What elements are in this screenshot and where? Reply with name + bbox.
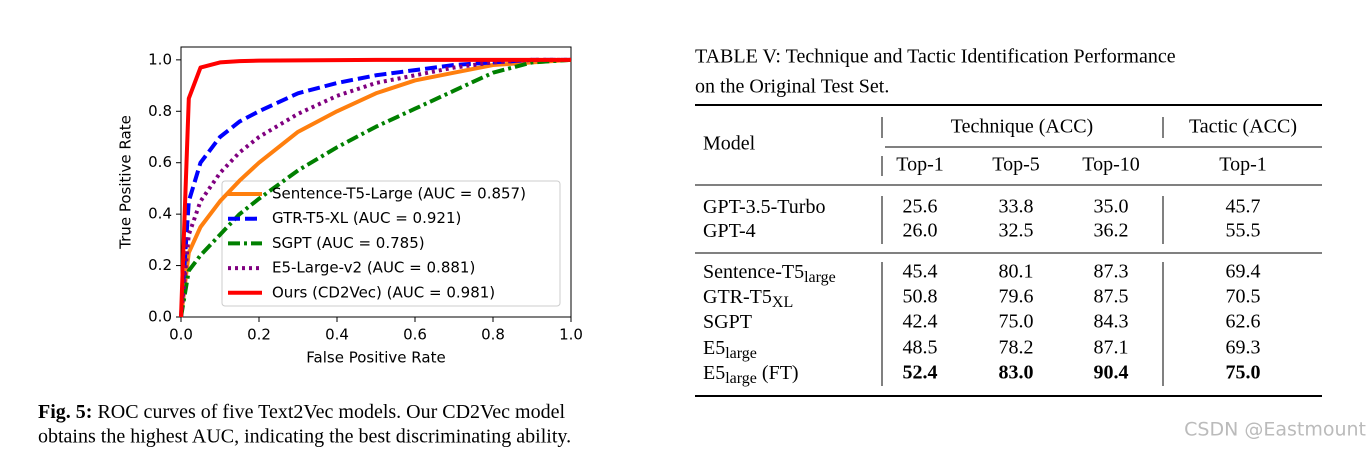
table-column-header: Top-1 bbox=[1219, 154, 1266, 176]
y-tick-label: 0.0 bbox=[148, 308, 172, 326]
table-header: Model bbox=[703, 133, 756, 155]
figure-caption-line: obtains the highest AUC, indicating the … bbox=[38, 426, 571, 448]
x-tick-label: 0.2 bbox=[247, 326, 271, 344]
y-tick-label: 1.0 bbox=[148, 50, 172, 68]
roc-line bbox=[179, 57, 571, 318]
table-cell: 48.5 bbox=[903, 337, 938, 359]
model-base: SGPT bbox=[703, 311, 752, 333]
model-name: E5large (FT) bbox=[703, 362, 799, 387]
legend-label: SGPT (AUC = 0.785) bbox=[272, 234, 425, 252]
table-cell: 90.4 bbox=[1094, 362, 1129, 384]
legend-label: GTR-T5-XL (AUC = 0.921) bbox=[272, 209, 461, 227]
table-cell: 32.5 bbox=[999, 220, 1034, 242]
x-tick-label: 0.8 bbox=[481, 326, 505, 344]
model-subscript: large bbox=[725, 345, 757, 362]
model-base: Sentence-T5 bbox=[703, 261, 804, 283]
roc-line bbox=[179, 57, 572, 318]
model-name: SGPT bbox=[703, 311, 752, 333]
table-cell: 35.0 bbox=[1094, 196, 1129, 218]
model-name: GPT-4 bbox=[703, 220, 756, 242]
table-cell: 45.4 bbox=[903, 261, 938, 283]
x-tick-label: 0.4 bbox=[325, 326, 349, 344]
table-cell: 79.6 bbox=[999, 286, 1034, 308]
table-cell: 80.1 bbox=[999, 261, 1034, 283]
table-cell: 25.6 bbox=[903, 196, 938, 218]
table-column-header: Top-10 bbox=[1082, 154, 1139, 176]
table-column-header: Top-5 bbox=[992, 154, 1039, 176]
roc-line bbox=[179, 57, 572, 318]
model-subscript: large bbox=[804, 269, 836, 286]
table-cell: 42.4 bbox=[903, 311, 938, 333]
caption-text: ROC curves of five Text2Vec models. Our … bbox=[97, 401, 565, 423]
x-axis-label: False Positive Rate bbox=[306, 349, 445, 367]
legend-label: Sentence-T5-Large (AUC = 0.857) bbox=[272, 185, 526, 203]
model-subscript: large bbox=[725, 370, 757, 387]
model-name: Sentence-T5large bbox=[703, 261, 836, 286]
table-cell: 50.8 bbox=[903, 286, 938, 308]
model-name: GTR-T5XL bbox=[703, 286, 793, 311]
table-cell: 84.3 bbox=[1094, 311, 1129, 333]
model-suffix: (FT) bbox=[757, 362, 799, 384]
table-group-header: Technique (ACC) bbox=[951, 116, 1093, 138]
table-cell: 45.7 bbox=[1226, 196, 1261, 218]
model-base: GPT-4 bbox=[703, 220, 756, 242]
table-cell: 87.3 bbox=[1094, 261, 1129, 283]
table-cell: 78.2 bbox=[999, 337, 1034, 359]
model-name: E5large bbox=[703, 337, 757, 362]
legend-box bbox=[221, 180, 561, 307]
table-cell: 87.5 bbox=[1094, 286, 1129, 308]
x-tick-label: 0.0 bbox=[169, 326, 193, 344]
table-rules bbox=[695, 104, 1322, 397]
table-caption: TABLE V: Technique and Tactic Identifica… bbox=[695, 46, 1176, 68]
x-tick-label: 0.6 bbox=[403, 326, 427, 344]
table-cell: 69.4 bbox=[1226, 261, 1261, 283]
figure-caption: Fig. 5: ROC curves of five Text2Vec mode… bbox=[38, 401, 565, 423]
model-name: GPT-3.5-Turbo bbox=[703, 196, 825, 218]
table-cell: 83.0 bbox=[999, 362, 1034, 384]
y-tick-label: 0.6 bbox=[148, 153, 172, 171]
roc-line bbox=[179, 57, 571, 318]
y-tick-label: 0.2 bbox=[148, 256, 172, 274]
y-tick-label: 0.4 bbox=[148, 205, 172, 223]
table-cell: 75.0 bbox=[1226, 362, 1261, 384]
table-cell: 52.4 bbox=[903, 362, 938, 384]
caption-label: Fig. 5: bbox=[38, 401, 92, 423]
table-cell: 87.1 bbox=[1094, 337, 1129, 359]
x-tick-label: 1.0 bbox=[559, 326, 583, 344]
watermark: CSDN @Eastmount bbox=[1184, 419, 1366, 441]
table-cell: 55.5 bbox=[1226, 220, 1261, 242]
model-base: GPT-3.5-Turbo bbox=[703, 196, 825, 218]
table-cell: 33.8 bbox=[999, 196, 1034, 218]
table-cell: 69.3 bbox=[1226, 337, 1261, 359]
table-cell: 62.6 bbox=[1226, 311, 1261, 333]
y-tick-label: 0.8 bbox=[148, 102, 172, 120]
model-base: E5 bbox=[703, 362, 725, 384]
table-caption: on the Original Test Set. bbox=[695, 76, 889, 98]
legend-label: E5-Large-v2 (AUC = 0.881) bbox=[272, 259, 475, 277]
table-cell: 26.0 bbox=[903, 220, 938, 242]
table-cell: 36.2 bbox=[1094, 220, 1129, 242]
table-column-header: Top-1 bbox=[896, 154, 943, 176]
model-base: GTR-T5 bbox=[703, 286, 772, 308]
plot-frame bbox=[180, 46, 572, 318]
table-cell: 75.0 bbox=[999, 311, 1034, 333]
table-cell: 70.5 bbox=[1226, 286, 1261, 308]
model-subscript: XL bbox=[772, 294, 793, 311]
model-base: E5 bbox=[703, 337, 725, 359]
y-axis-label: True Positive Rate bbox=[117, 115, 135, 250]
table-group-header: Tactic (ACC) bbox=[1189, 116, 1297, 138]
legend-label: Ours (CD2Vec) (AUC = 0.981) bbox=[272, 283, 495, 301]
